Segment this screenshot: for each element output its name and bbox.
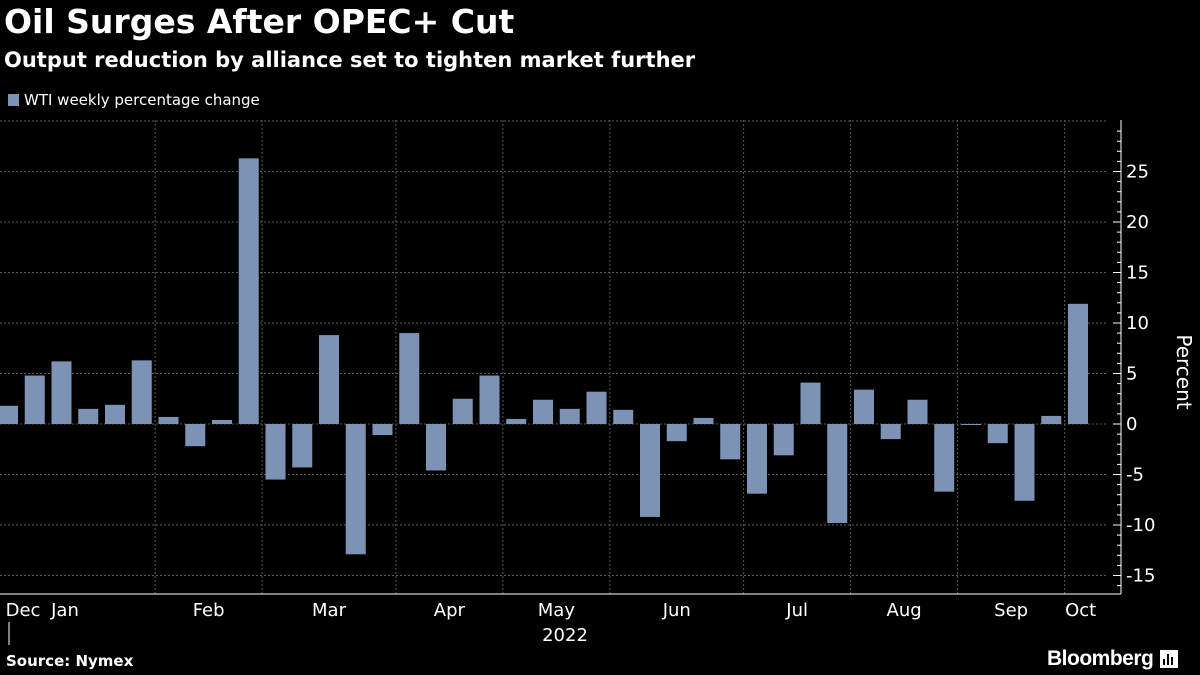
grid-lines: [0, 120, 1107, 594]
x-tick-label: Jun: [662, 600, 691, 621]
bar: [372, 424, 393, 436]
bar: [987, 424, 1008, 444]
x-tick-label: May: [538, 600, 576, 621]
bar: [613, 409, 634, 424]
x-tick-label: Mar: [312, 600, 347, 621]
bar: [934, 424, 955, 492]
bar: [586, 391, 607, 424]
bar: [24, 375, 45, 424]
bar: [880, 424, 901, 440]
y-tick-label: -10: [1126, 515, 1155, 536]
bar: [212, 419, 232, 424]
bar: [506, 418, 527, 424]
x-tick-label: Jul: [785, 600, 808, 621]
bar: [827, 424, 848, 523]
bar: [640, 424, 660, 517]
bar: [1041, 415, 1062, 424]
bar: [0, 405, 18, 424]
y-tick-label: -5: [1126, 465, 1144, 486]
x-tick-label: Oct: [1065, 600, 1096, 621]
bar: [158, 416, 179, 424]
bar-chart-icon: [1160, 650, 1179, 668]
x-tick-label: Dec: [6, 600, 41, 621]
x-tick-label: Apr: [434, 600, 466, 621]
bar: [265, 424, 286, 480]
bar: [238, 158, 259, 424]
bar: [961, 424, 981, 426]
x-tick-label: Feb: [193, 600, 225, 621]
bar: [105, 404, 125, 424]
bar: [185, 424, 206, 447]
bar: [773, 424, 794, 456]
bar: [907, 399, 928, 424]
y-tick-label: 0: [1126, 414, 1137, 435]
bar: [78, 408, 99, 424]
source-note: Source: Nymex: [6, 652, 134, 670]
bar: [426, 424, 446, 471]
y-tick-label: 25: [1126, 162, 1149, 183]
bar: [131, 360, 152, 424]
y-tick-label: -15: [1126, 566, 1155, 587]
legend: WTI weekly percentage change: [8, 91, 260, 109]
bar: [854, 389, 874, 424]
bar: [747, 424, 767, 494]
bar: [1014, 424, 1035, 501]
bar: [1068, 303, 1088, 424]
brand-name: Bloomberg: [1047, 647, 1154, 670]
bar: [693, 417, 714, 424]
bar: [292, 424, 313, 468]
bars: [0, 158, 1088, 555]
y-tick-label: 10: [1126, 313, 1149, 334]
y-tick-label: 20: [1126, 212, 1149, 233]
bar: [800, 382, 821, 424]
bloomberg-logo: Bloomberg: [1047, 646, 1179, 672]
axes: -15 -10 -5 0 5 10 15 20 25 Percent Dec Jan Feb Mar Apr…: [0, 120, 1196, 646]
bar: [559, 408, 580, 424]
bar: [666, 424, 687, 442]
legend-label: WTI weekly percentage change: [24, 91, 260, 109]
legend-swatch: [8, 94, 19, 106]
x-tick-label: Jan: [50, 600, 79, 621]
chart-subtitle: Output reduction by alliance set to tigh…: [4, 48, 696, 72]
chart-title: Oil Surges After OPEC+ Cut: [4, 2, 515, 41]
y-axis-title: Percent: [1172, 334, 1196, 409]
x-tick-label: Sep: [994, 600, 1028, 621]
year-label: 2022: [542, 625, 588, 646]
bar: [452, 398, 473, 424]
bar: [720, 424, 741, 460]
bar: [345, 424, 366, 555]
x-tick-label: Aug: [887, 600, 922, 621]
y-tick-label: 15: [1126, 263, 1149, 284]
bar: [319, 335, 339, 424]
bar: [399, 333, 420, 424]
y-tick-label: 5: [1126, 364, 1137, 385]
bar: [51, 361, 72, 424]
bar: [533, 399, 553, 424]
bar: [479, 375, 500, 424]
